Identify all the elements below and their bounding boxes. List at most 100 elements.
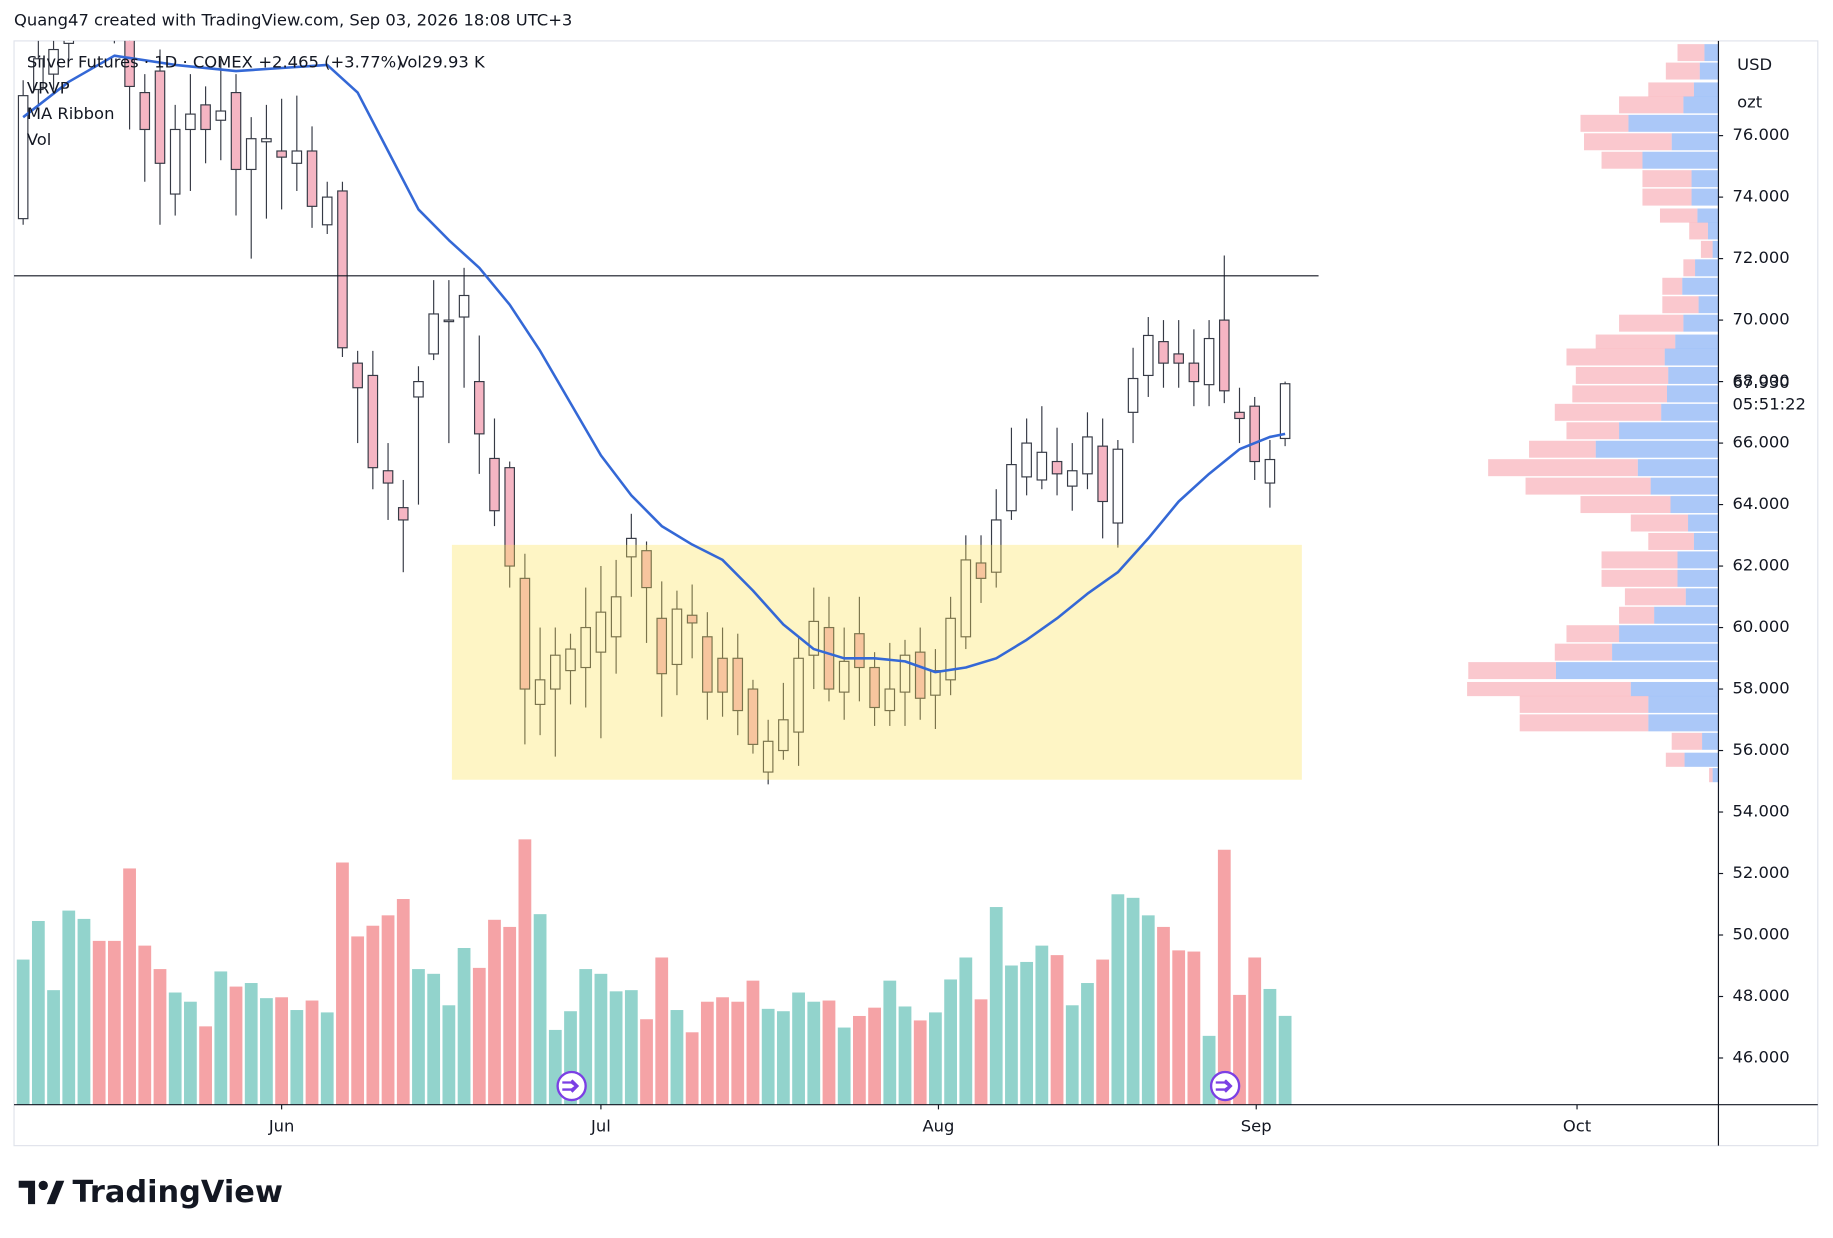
volume-bar bbox=[853, 1015, 866, 1105]
profile-down bbox=[1659, 208, 1698, 223]
profile-up bbox=[1677, 551, 1719, 569]
candle-body bbox=[1112, 448, 1124, 524]
profile-up bbox=[1693, 82, 1719, 97]
candle-body bbox=[1082, 436, 1093, 475]
candle-body bbox=[869, 666, 880, 709]
profile-down bbox=[1619, 314, 1684, 332]
profile-up bbox=[1650, 477, 1719, 495]
profile-up bbox=[1648, 695, 1719, 713]
volume-bar bbox=[168, 992, 182, 1105]
candle-body bbox=[458, 294, 470, 318]
profile-up bbox=[1675, 334, 1719, 349]
y-tick-label: 70.000 bbox=[1732, 310, 1789, 329]
profile-down bbox=[1619, 96, 1684, 114]
candle-body bbox=[397, 507, 409, 521]
x-tick-label: Oct bbox=[1563, 1116, 1592, 1135]
profile-up bbox=[1637, 459, 1719, 477]
volume-bar bbox=[533, 914, 547, 1105]
indicator-label: Vol bbox=[27, 130, 51, 149]
profile-down bbox=[1468, 662, 1556, 680]
profile-down bbox=[1689, 222, 1708, 240]
profile-down bbox=[1554, 643, 1613, 661]
candle-body bbox=[382, 470, 394, 484]
profile-up bbox=[1684, 752, 1719, 767]
event-icon bbox=[556, 1070, 587, 1102]
volume-bar bbox=[229, 986, 243, 1105]
candle-body bbox=[473, 381, 485, 435]
y-tick-label: 62.000 bbox=[1732, 556, 1789, 575]
profile-up bbox=[1712, 240, 1719, 258]
profile-down bbox=[1683, 259, 1696, 277]
profile-up bbox=[1712, 768, 1719, 783]
candle-body bbox=[534, 679, 546, 705]
profile-down bbox=[1566, 625, 1620, 643]
volume-bar bbox=[1111, 894, 1125, 1105]
x-tick-label: Jun bbox=[268, 1116, 295, 1135]
volume-bar bbox=[336, 862, 349, 1105]
y-tick-label: 50.000 bbox=[1732, 925, 1789, 944]
candle-body bbox=[762, 740, 774, 773]
volume-bar bbox=[1217, 849, 1231, 1105]
volume-bar bbox=[913, 1020, 927, 1105]
volume-bar bbox=[1172, 950, 1186, 1105]
candle-body bbox=[595, 611, 607, 653]
profile-down bbox=[1580, 114, 1629, 132]
profile-down bbox=[1575, 366, 1669, 384]
candle-body bbox=[778, 719, 789, 752]
event-icon bbox=[1209, 1070, 1241, 1102]
volume-bar bbox=[776, 1011, 790, 1105]
candle-body bbox=[1021, 442, 1032, 478]
volume-bar bbox=[107, 940, 121, 1105]
volume-bar bbox=[92, 940, 106, 1105]
indicator-label: VRVP bbox=[27, 78, 70, 97]
profile-up bbox=[1683, 96, 1719, 114]
volume-bar bbox=[624, 990, 638, 1105]
profile-down bbox=[1648, 532, 1694, 550]
candle-body bbox=[975, 562, 987, 579]
y-tick-label: 56.000 bbox=[1732, 740, 1789, 759]
candle-body bbox=[200, 104, 211, 131]
volume-bar bbox=[184, 1001, 197, 1105]
volume-label: Vol29.93 K bbox=[397, 53, 486, 72]
profile-down bbox=[1601, 151, 1643, 169]
profile-up bbox=[1682, 277, 1719, 295]
volume-bar bbox=[579, 969, 593, 1105]
volume-bar bbox=[381, 915, 395, 1105]
profile-up bbox=[1698, 296, 1719, 314]
profile-down bbox=[1529, 440, 1596, 458]
volume-bar bbox=[518, 839, 532, 1105]
profile-up bbox=[1648, 714, 1719, 732]
profile-down bbox=[1648, 82, 1694, 97]
indicator-label: MA Ribbon bbox=[27, 104, 115, 123]
candle-body bbox=[337, 190, 348, 349]
volume-bar bbox=[1141, 915, 1155, 1105]
candle-body bbox=[990, 519, 1002, 573]
y-tick-label: 60.000 bbox=[1732, 617, 1789, 636]
volume-bar bbox=[1096, 959, 1110, 1105]
symbol-title: Silver Futures · 1D · COMEX bbox=[27, 53, 253, 72]
candle-body bbox=[808, 620, 820, 656]
candle-body bbox=[823, 626, 835, 690]
profile-down bbox=[1665, 752, 1685, 767]
profile-down bbox=[1467, 681, 1631, 697]
volume-bar bbox=[807, 1001, 821, 1105]
volume-bar bbox=[594, 973, 608, 1105]
y-tick-label: 72.000 bbox=[1732, 248, 1789, 267]
volume-bar bbox=[883, 980, 897, 1105]
candle-body bbox=[580, 626, 592, 669]
candle-body bbox=[230, 91, 242, 171]
candle-body bbox=[519, 577, 531, 690]
volume-bar bbox=[1263, 988, 1277, 1105]
candle-body bbox=[33, 58, 44, 91]
candle-body bbox=[1127, 377, 1139, 413]
candle-body bbox=[1234, 411, 1245, 420]
candle-body bbox=[291, 150, 303, 164]
candle-body bbox=[686, 614, 698, 624]
volume-bar bbox=[366, 925, 380, 1105]
volume-bar bbox=[868, 1007, 881, 1105]
volume-bar bbox=[761, 1008, 775, 1105]
candle-body bbox=[793, 657, 804, 733]
volume-bar bbox=[47, 990, 60, 1105]
currency: USD bbox=[1737, 55, 1772, 74]
logo-icon bbox=[18, 1180, 65, 1205]
